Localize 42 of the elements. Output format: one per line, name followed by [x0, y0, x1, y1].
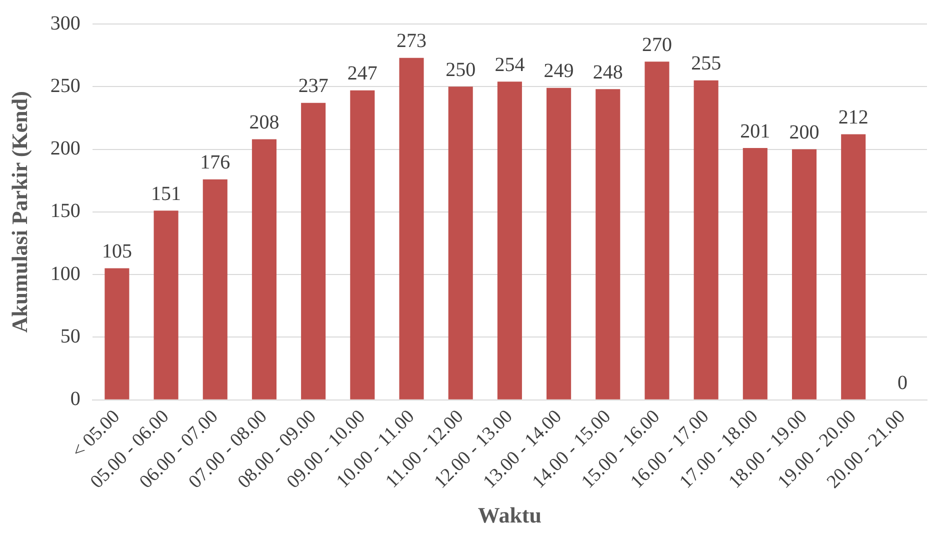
data-label: 237	[298, 75, 328, 98]
data-label: 105	[102, 240, 132, 263]
data-label: 151	[151, 182, 182, 205]
bar	[792, 149, 817, 400]
x-axis-title: Waktu	[478, 502, 542, 528]
data-label: 201	[740, 120, 770, 142]
bar	[694, 80, 718, 400]
bar	[644, 62, 670, 400]
bar	[350, 90, 375, 400]
y-tick-label: 100	[50, 262, 80, 285]
y-tick-label: 150	[50, 200, 80, 222]
data-label: 270	[642, 34, 672, 56]
bar	[104, 268, 130, 400]
data-label: 212	[838, 106, 868, 128]
y-tick-label: 200	[50, 138, 80, 160]
data-label: 200	[789, 122, 820, 144]
data-label: 255	[691, 52, 722, 75]
bar	[596, 89, 620, 400]
bar	[252, 139, 277, 400]
data-label: 249	[544, 60, 574, 82]
data-label: 247	[347, 62, 378, 85]
y-tick-label: 250	[50, 74, 80, 97]
data-label: 250	[446, 58, 476, 81]
data-label: 273	[396, 30, 427, 52]
bar	[154, 210, 178, 400]
bar	[742, 148, 768, 400]
bar	[301, 102, 326, 400]
bar	[202, 179, 228, 400]
y-tick-label: 0	[70, 388, 80, 410]
data-label: 208	[249, 112, 280, 134]
bar	[448, 86, 473, 400]
data-label: 176	[200, 152, 230, 174]
y-tick-label: 300	[50, 12, 80, 34]
bar	[399, 58, 424, 400]
bar	[546, 88, 572, 400]
y-axis-title: Akumulasi Parkir (Kend)	[6, 91, 32, 333]
bar	[841, 134, 866, 400]
data-label: 254	[494, 54, 525, 76]
data-label: 0	[897, 372, 908, 394]
data-label: 248	[592, 61, 623, 84]
y-tick-label: 50	[60, 325, 80, 348]
bar	[497, 82, 522, 400]
